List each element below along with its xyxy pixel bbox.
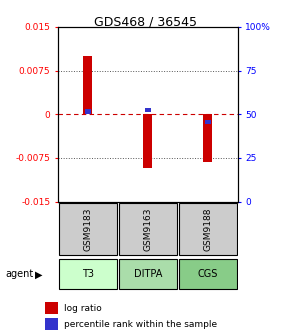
Text: agent: agent: [6, 269, 34, 279]
Text: log ratio: log ratio: [64, 304, 102, 313]
Bar: [45, 318, 58, 330]
Bar: [85, 110, 91, 114]
Bar: [59, 259, 117, 289]
Text: percentile rank within the sample: percentile rank within the sample: [64, 320, 218, 329]
Bar: [45, 302, 58, 314]
Bar: [179, 203, 237, 255]
Text: CGS: CGS: [198, 269, 218, 279]
Bar: [179, 259, 237, 289]
Bar: [119, 203, 177, 255]
Bar: [203, 114, 212, 162]
Text: GSM9183: GSM9183: [84, 208, 93, 251]
Text: GSM9188: GSM9188: [203, 208, 212, 251]
Bar: [143, 114, 153, 168]
Bar: [119, 259, 177, 289]
Text: ▶: ▶: [35, 269, 43, 279]
Text: GDS468 / 36545: GDS468 / 36545: [93, 15, 197, 28]
Text: T3: T3: [82, 269, 94, 279]
Text: DITPA: DITPA: [134, 269, 162, 279]
Bar: [145, 108, 151, 112]
Text: GSM9163: GSM9163: [143, 208, 153, 251]
Bar: [205, 120, 211, 124]
Bar: [84, 56, 93, 114]
Bar: [59, 203, 117, 255]
